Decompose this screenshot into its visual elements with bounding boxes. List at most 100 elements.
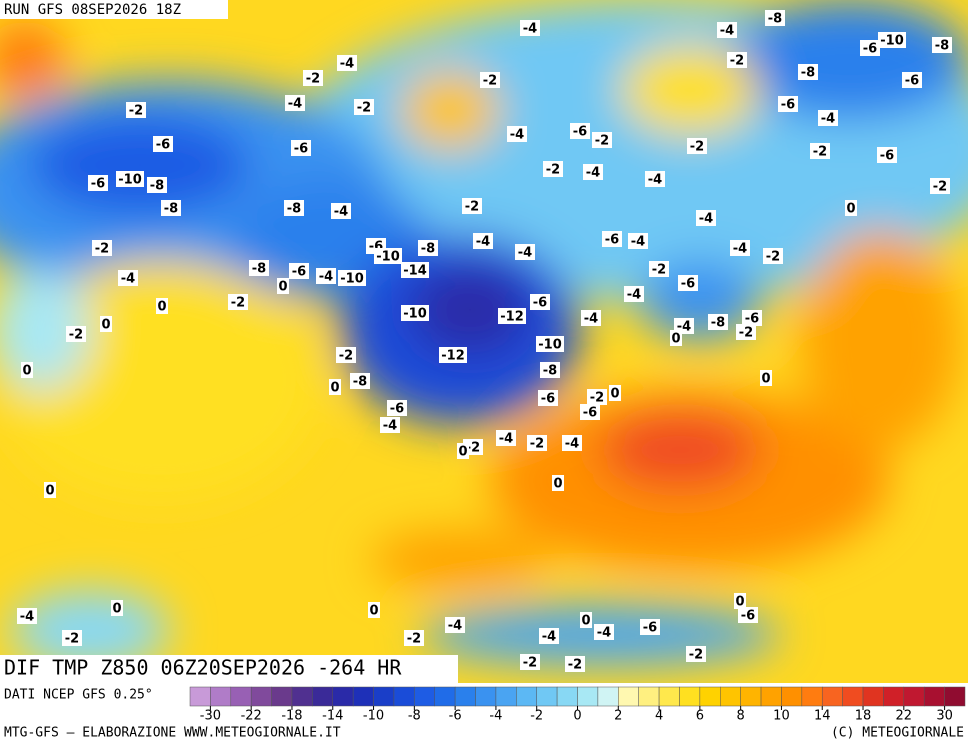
- contour-label: -8: [287, 202, 301, 217]
- contour-label: -2: [933, 180, 947, 195]
- contour-label: -6: [294, 142, 308, 157]
- label-bg: [401, 262, 429, 278]
- label-bg: [760, 370, 772, 386]
- label-bg: [765, 10, 785, 26]
- label-bg: [594, 624, 614, 640]
- contour-label: -8: [543, 364, 557, 379]
- contour-label: -6: [745, 312, 759, 327]
- contour-label: -2: [465, 200, 479, 215]
- label-bg: [527, 435, 547, 451]
- label-bg: [350, 373, 370, 389]
- colorbar-tick-label: 30: [936, 709, 953, 724]
- contour-label: 0: [735, 595, 744, 610]
- contour-label: 0: [610, 387, 619, 402]
- colorbar-swatch: [352, 686, 374, 707]
- contour-label: -2: [407, 632, 421, 647]
- label-bg: [678, 275, 698, 291]
- credit: MTG-GFS — ELABORAZIONE WWW.METEOGIORNALE…: [4, 726, 341, 741]
- contour-label: -6: [91, 177, 105, 192]
- label-bg: [878, 32, 906, 48]
- contour-label: 0: [761, 372, 770, 387]
- contour-label: 0: [22, 364, 31, 379]
- label-bg: [708, 314, 728, 330]
- label-bg: [810, 143, 830, 159]
- colorbar-swatch: [597, 686, 619, 707]
- contour-label: -8: [801, 66, 815, 81]
- label-bg: [730, 240, 750, 256]
- label-bg: [645, 171, 665, 187]
- label-bg: [736, 324, 756, 340]
- colorbar-tick-label: -2: [530, 709, 543, 724]
- label-bg: [17, 608, 37, 624]
- label-bg: [539, 628, 559, 644]
- colorbar-swatch: [883, 686, 905, 707]
- colorbar-tick-label: -18: [281, 709, 302, 724]
- label-bg: [515, 244, 535, 260]
- label-bg: [445, 617, 465, 633]
- contour-label: -2: [339, 349, 353, 364]
- label-bg: [387, 400, 407, 416]
- label-bg: [457, 443, 469, 459]
- label-bg: [818, 110, 838, 126]
- contour-label: -2: [730, 54, 744, 69]
- label-bg: [44, 482, 56, 498]
- colorbar-swatch: [862, 686, 884, 707]
- label-bg: [277, 278, 289, 294]
- label-bg: [581, 310, 601, 326]
- colorbar-tick-label: 18: [855, 709, 872, 724]
- label-bg: [587, 389, 607, 405]
- contour-label: -4: [476, 235, 490, 250]
- label-bg: [404, 630, 424, 646]
- contour-label: -6: [292, 265, 306, 280]
- map-field: -4-8-4-10-6 -8-4-2 -2-2-8-6-4 -2-2 -6-4-4 -6-…: [0, 0, 968, 683]
- label-bg: [66, 326, 86, 342]
- colorbar-swatch: [618, 686, 639, 707]
- colorbar-swatch: [271, 686, 293, 707]
- label-bg: [100, 316, 112, 332]
- label-bg: [902, 72, 922, 88]
- label-bg: [62, 630, 82, 646]
- label-bg: [111, 600, 123, 616]
- label-bg: [147, 177, 167, 193]
- label-bg: [686, 646, 706, 662]
- contour-label: 0: [846, 202, 855, 217]
- contour-label: -2: [652, 263, 666, 278]
- colorbar-tick-label: 4: [655, 709, 663, 724]
- contour-label: -4: [699, 212, 713, 227]
- header-box: [0, 0, 228, 19]
- map-title: DIF TMP Z850 06Z20SEP2026 -264 HR: [4, 656, 402, 680]
- label-bg: [289, 263, 309, 279]
- label-bg: [592, 132, 612, 148]
- contour-label: -2: [65, 632, 79, 647]
- contour-label: 0: [157, 300, 166, 315]
- label-bg: [520, 20, 540, 36]
- colorbar-tick-label: -30: [200, 709, 221, 724]
- contour-label: -6: [741, 609, 755, 624]
- label-bg: [742, 310, 762, 326]
- contour-label: -10: [403, 307, 427, 322]
- contour-label: -6: [605, 233, 619, 248]
- label-bg: [126, 102, 146, 118]
- label-bg: [88, 175, 108, 191]
- label-bg: [552, 475, 564, 491]
- contour-label: -4: [499, 432, 513, 447]
- contour-label: -2: [766, 250, 780, 265]
- contour-label: -8: [150, 179, 164, 194]
- colorbar-tick-label: 22: [896, 709, 913, 724]
- contour-label: -8: [935, 39, 949, 54]
- label-bg: [670, 330, 682, 346]
- contour-label: -2: [523, 656, 537, 671]
- contour-label: -8: [711, 316, 725, 331]
- colorbar-swatch: [475, 686, 497, 707]
- colorbar-swatch: [210, 686, 232, 707]
- label-bg: [331, 203, 351, 219]
- label-bg: [738, 607, 758, 623]
- label-bg: [624, 286, 644, 302]
- colorbar-swatch: [332, 686, 354, 707]
- contour-label: -4: [733, 242, 747, 257]
- colorbar-swatch: [312, 686, 334, 707]
- contour-label: -2: [357, 101, 371, 116]
- contour-label: 0: [112, 602, 121, 617]
- colorbar-swatch: [638, 686, 660, 707]
- contour-label: -2: [689, 648, 703, 663]
